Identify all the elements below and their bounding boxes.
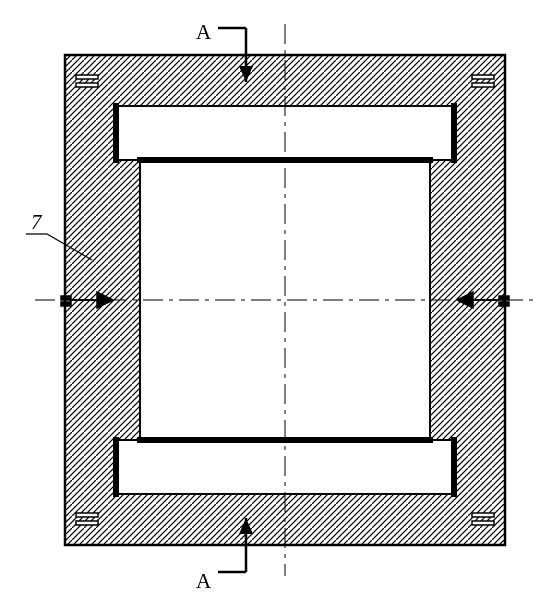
- section-view-figure: A A 7: [0, 0, 548, 600]
- leader-label: 7: [31, 210, 43, 234]
- section-label-top: A: [196, 20, 212, 44]
- section-label-bottom: A: [196, 569, 212, 593]
